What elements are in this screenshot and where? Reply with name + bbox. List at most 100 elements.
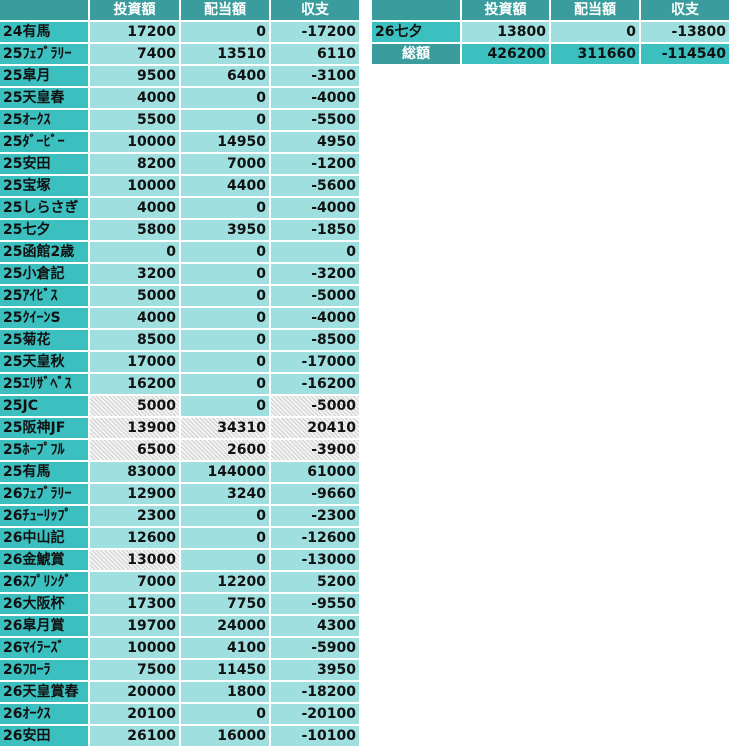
value-cell: 5500 (90, 110, 179, 130)
value-cell: 1800 (181, 682, 269, 702)
header-cell (372, 0, 460, 20)
row-label: 26ﾏｲﾗｰｽﾞ (0, 638, 88, 658)
value-cell: 311660 (551, 44, 639, 64)
row-label: 総額 (372, 44, 460, 64)
value-cell: 20100 (90, 704, 179, 724)
header-cell: 収支 (641, 0, 729, 20)
value-cell: -17000 (271, 352, 359, 372)
value-cell: 8200 (90, 154, 179, 174)
value-cell: 5000 (90, 286, 179, 306)
value-cell: 61000 (271, 462, 359, 482)
value-cell: 83000 (90, 462, 179, 482)
value-cell: 7500 (90, 660, 179, 680)
row-label: 26ﾌﾛｰﾗ (0, 660, 88, 680)
value-cell: -16200 (271, 374, 359, 394)
row-label: 25七夕 (0, 220, 88, 240)
value-cell: 20000 (90, 682, 179, 702)
header-cell: 収支 (271, 0, 359, 20)
value-cell: 0 (181, 528, 269, 548)
row-label: 25安田 (0, 154, 88, 174)
value-cell: 7750 (181, 594, 269, 614)
value-cell: 0 (181, 550, 269, 570)
value-cell: 3240 (181, 484, 269, 504)
row-label: 25ｱｲﾋﾞｽ (0, 286, 88, 306)
value-cell: -3900 (271, 440, 359, 460)
value-cell: -12600 (271, 528, 359, 548)
value-cell: -10100 (271, 726, 359, 746)
row-label: 25ﾌｪﾌﾞﾗﾘｰ (0, 44, 88, 64)
row-label: 25ｸｲｰﾝS (0, 308, 88, 328)
value-cell: 0 (551, 22, 639, 42)
row-label: 26中山記 (0, 528, 88, 548)
value-cell: 10000 (90, 176, 179, 196)
value-cell: 4300 (271, 616, 359, 636)
value-cell: 4000 (90, 88, 179, 108)
row-label: 25ﾎｰﾌﾟﾌﾙ (0, 440, 88, 460)
value-cell: -4000 (271, 308, 359, 328)
header-cell: 投資額 (90, 0, 179, 20)
value-cell: 12200 (181, 572, 269, 592)
value-cell: 0 (181, 374, 269, 394)
row-label: 26皐月賞 (0, 616, 88, 636)
header-cell: 配当額 (181, 0, 269, 20)
value-cell: -5000 (271, 396, 359, 416)
value-cell: 4400 (181, 176, 269, 196)
value-cell: 0 (181, 286, 269, 306)
row-label: 25JC (0, 396, 88, 416)
value-cell: 17000 (90, 352, 179, 372)
header-cell: 投資額 (462, 0, 549, 20)
value-cell: 12600 (90, 528, 179, 548)
value-cell: -9660 (271, 484, 359, 504)
row-label: 26天皇賞春 (0, 682, 88, 702)
value-cell: 6110 (271, 44, 359, 64)
value-cell: 0 (181, 308, 269, 328)
row-label: 25有馬 (0, 462, 88, 482)
row-label: 26ﾁｭｰﾘｯﾌﾟ (0, 506, 88, 526)
value-cell: -18200 (271, 682, 359, 702)
value-cell: -3100 (271, 66, 359, 86)
value-cell: -17200 (271, 22, 359, 42)
value-cell: 14950 (181, 132, 269, 152)
value-cell: -20100 (271, 704, 359, 724)
value-cell: 24000 (181, 616, 269, 636)
value-cell: 5000 (90, 396, 179, 416)
value-cell: 13900 (90, 418, 179, 438)
value-cell: 16000 (181, 726, 269, 746)
value-cell: -5500 (271, 110, 359, 130)
row-label: 25阪神JF (0, 418, 88, 438)
row-label: 26ｽﾌﾟﾘﾝｸﾞ (0, 572, 88, 592)
row-label: 25宝塚 (0, 176, 88, 196)
row-label: 25菊花 (0, 330, 88, 350)
value-cell: 0 (181, 110, 269, 130)
value-cell: 34310 (181, 418, 269, 438)
value-cell: 4950 (271, 132, 359, 152)
value-cell: 0 (271, 242, 359, 262)
value-cell: -5600 (271, 176, 359, 196)
value-cell: 2600 (181, 440, 269, 460)
value-cell: 0 (181, 330, 269, 350)
value-cell: 3950 (271, 660, 359, 680)
row-label: 26ｵｰｸｽ (0, 704, 88, 724)
value-cell: 11450 (181, 660, 269, 680)
value-cell: 12900 (90, 484, 179, 504)
value-cell: 17200 (90, 22, 179, 42)
value-cell: 4000 (90, 308, 179, 328)
value-cell: 2300 (90, 506, 179, 526)
value-cell: 0 (181, 396, 269, 416)
value-cell: 0 (181, 704, 269, 724)
row-label: 26大阪杯 (0, 594, 88, 614)
value-cell: 5800 (90, 220, 179, 240)
value-cell: -114540 (641, 44, 729, 64)
value-cell: 4000 (90, 198, 179, 218)
row-label: 25小倉記 (0, 264, 88, 284)
value-cell: 8500 (90, 330, 179, 350)
header-cell (0, 0, 88, 20)
value-cell: 0 (181, 352, 269, 372)
row-label: 25しらさぎ (0, 198, 88, 218)
value-cell: -13000 (271, 550, 359, 570)
value-cell: 7400 (90, 44, 179, 64)
value-cell: 7000 (181, 154, 269, 174)
value-cell: -1200 (271, 154, 359, 174)
value-cell: -5900 (271, 638, 359, 658)
